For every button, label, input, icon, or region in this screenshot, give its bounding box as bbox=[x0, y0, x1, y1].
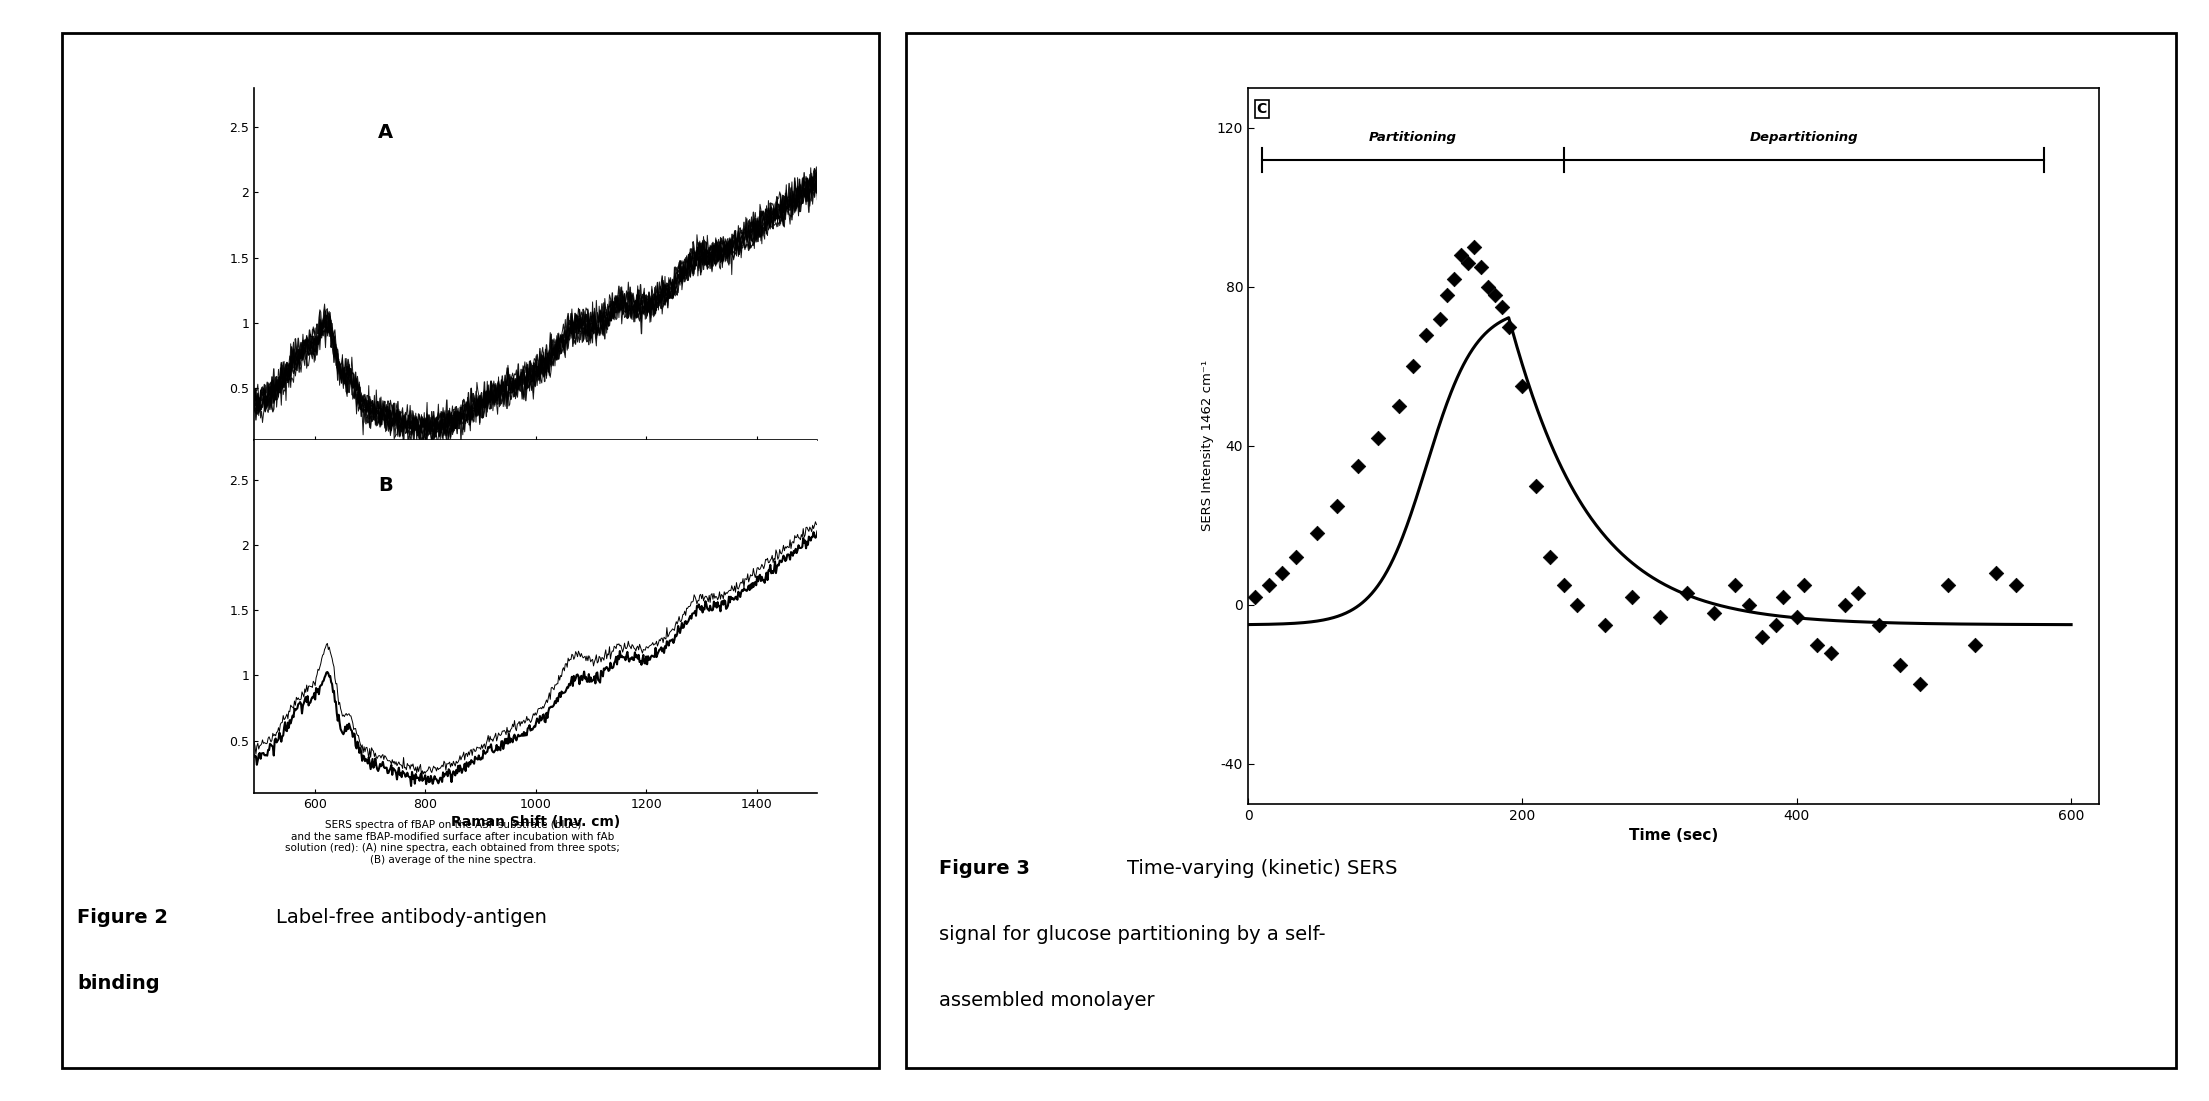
Text: signal for glucose partitioning by a self-: signal for glucose partitioning by a sel… bbox=[939, 925, 1325, 944]
Point bbox=[1465, 258, 1500, 275]
Text: assembled monolayer: assembled monolayer bbox=[939, 991, 1155, 1010]
Point bbox=[1800, 636, 1836, 654]
Point bbox=[1586, 615, 1621, 633]
Point bbox=[1716, 576, 1752, 593]
Point bbox=[1546, 576, 1582, 593]
Text: Figure 3: Figure 3 bbox=[939, 859, 1029, 877]
Point bbox=[1518, 477, 1553, 494]
Point bbox=[1785, 576, 1820, 593]
Point bbox=[1745, 628, 1780, 645]
Point bbox=[1977, 565, 2012, 582]
Point bbox=[1478, 286, 1513, 304]
Point bbox=[1957, 636, 1993, 654]
Point bbox=[1814, 644, 1849, 662]
Point bbox=[1862, 615, 1898, 633]
Point bbox=[1266, 565, 1301, 582]
Point bbox=[1840, 585, 1875, 602]
Point bbox=[1319, 497, 1354, 514]
Point bbox=[1765, 588, 1800, 606]
Text: Departitioning: Departitioning bbox=[1750, 131, 1858, 144]
Point bbox=[1250, 576, 1286, 593]
Point bbox=[1999, 576, 2034, 593]
Text: C: C bbox=[1257, 102, 1266, 117]
Point bbox=[1504, 378, 1540, 395]
Text: A: A bbox=[378, 123, 393, 142]
Point bbox=[1237, 588, 1272, 606]
Point bbox=[1396, 358, 1431, 375]
Point bbox=[1560, 596, 1595, 613]
Point bbox=[1456, 238, 1491, 255]
Point bbox=[1449, 254, 1484, 272]
Point bbox=[1732, 596, 1767, 613]
Point bbox=[1279, 548, 1314, 566]
Point bbox=[1381, 397, 1416, 415]
Point bbox=[1931, 576, 1966, 593]
Point bbox=[1615, 588, 1650, 606]
Text: Label-free antibody-antigen: Label-free antibody-antigen bbox=[276, 908, 548, 927]
Text: SERS spectra of fBAP on the ASF substrate (blue)
and the same fBAP-modified surf: SERS spectra of fBAP on the ASF substrat… bbox=[285, 820, 621, 865]
Point bbox=[1778, 608, 1814, 625]
Point bbox=[1423, 309, 1458, 327]
Point bbox=[1484, 298, 1520, 316]
Point bbox=[1491, 318, 1526, 336]
Point bbox=[1533, 548, 1568, 566]
Point bbox=[1670, 585, 1705, 602]
Point bbox=[1882, 656, 1917, 674]
X-axis label: Raman Shift (Inv. cm): Raman Shift (Inv. cm) bbox=[451, 815, 621, 829]
Point bbox=[1758, 615, 1794, 633]
Point bbox=[1827, 596, 1862, 613]
Point bbox=[1341, 457, 1376, 475]
Point bbox=[1442, 247, 1478, 264]
Text: Time-varying (kinetic) SERS: Time-varying (kinetic) SERS bbox=[1127, 859, 1396, 877]
Text: binding: binding bbox=[77, 974, 159, 993]
Point bbox=[1409, 326, 1445, 344]
Text: Partitioning: Partitioning bbox=[1370, 131, 1456, 144]
Text: B: B bbox=[378, 476, 393, 494]
Point bbox=[1299, 524, 1334, 542]
Point bbox=[1361, 429, 1396, 447]
X-axis label: Time (sec): Time (sec) bbox=[1628, 828, 1719, 843]
Point bbox=[1436, 270, 1471, 287]
Point bbox=[1697, 604, 1732, 622]
Point bbox=[1429, 286, 1465, 304]
Text: Figure 2: Figure 2 bbox=[77, 908, 168, 927]
Point bbox=[1471, 279, 1507, 296]
Point bbox=[1902, 676, 1937, 694]
Y-axis label: SERS Intensity 1462 cm⁻¹: SERS Intensity 1462 cm⁻¹ bbox=[1202, 360, 1215, 532]
Point bbox=[1641, 608, 1677, 625]
